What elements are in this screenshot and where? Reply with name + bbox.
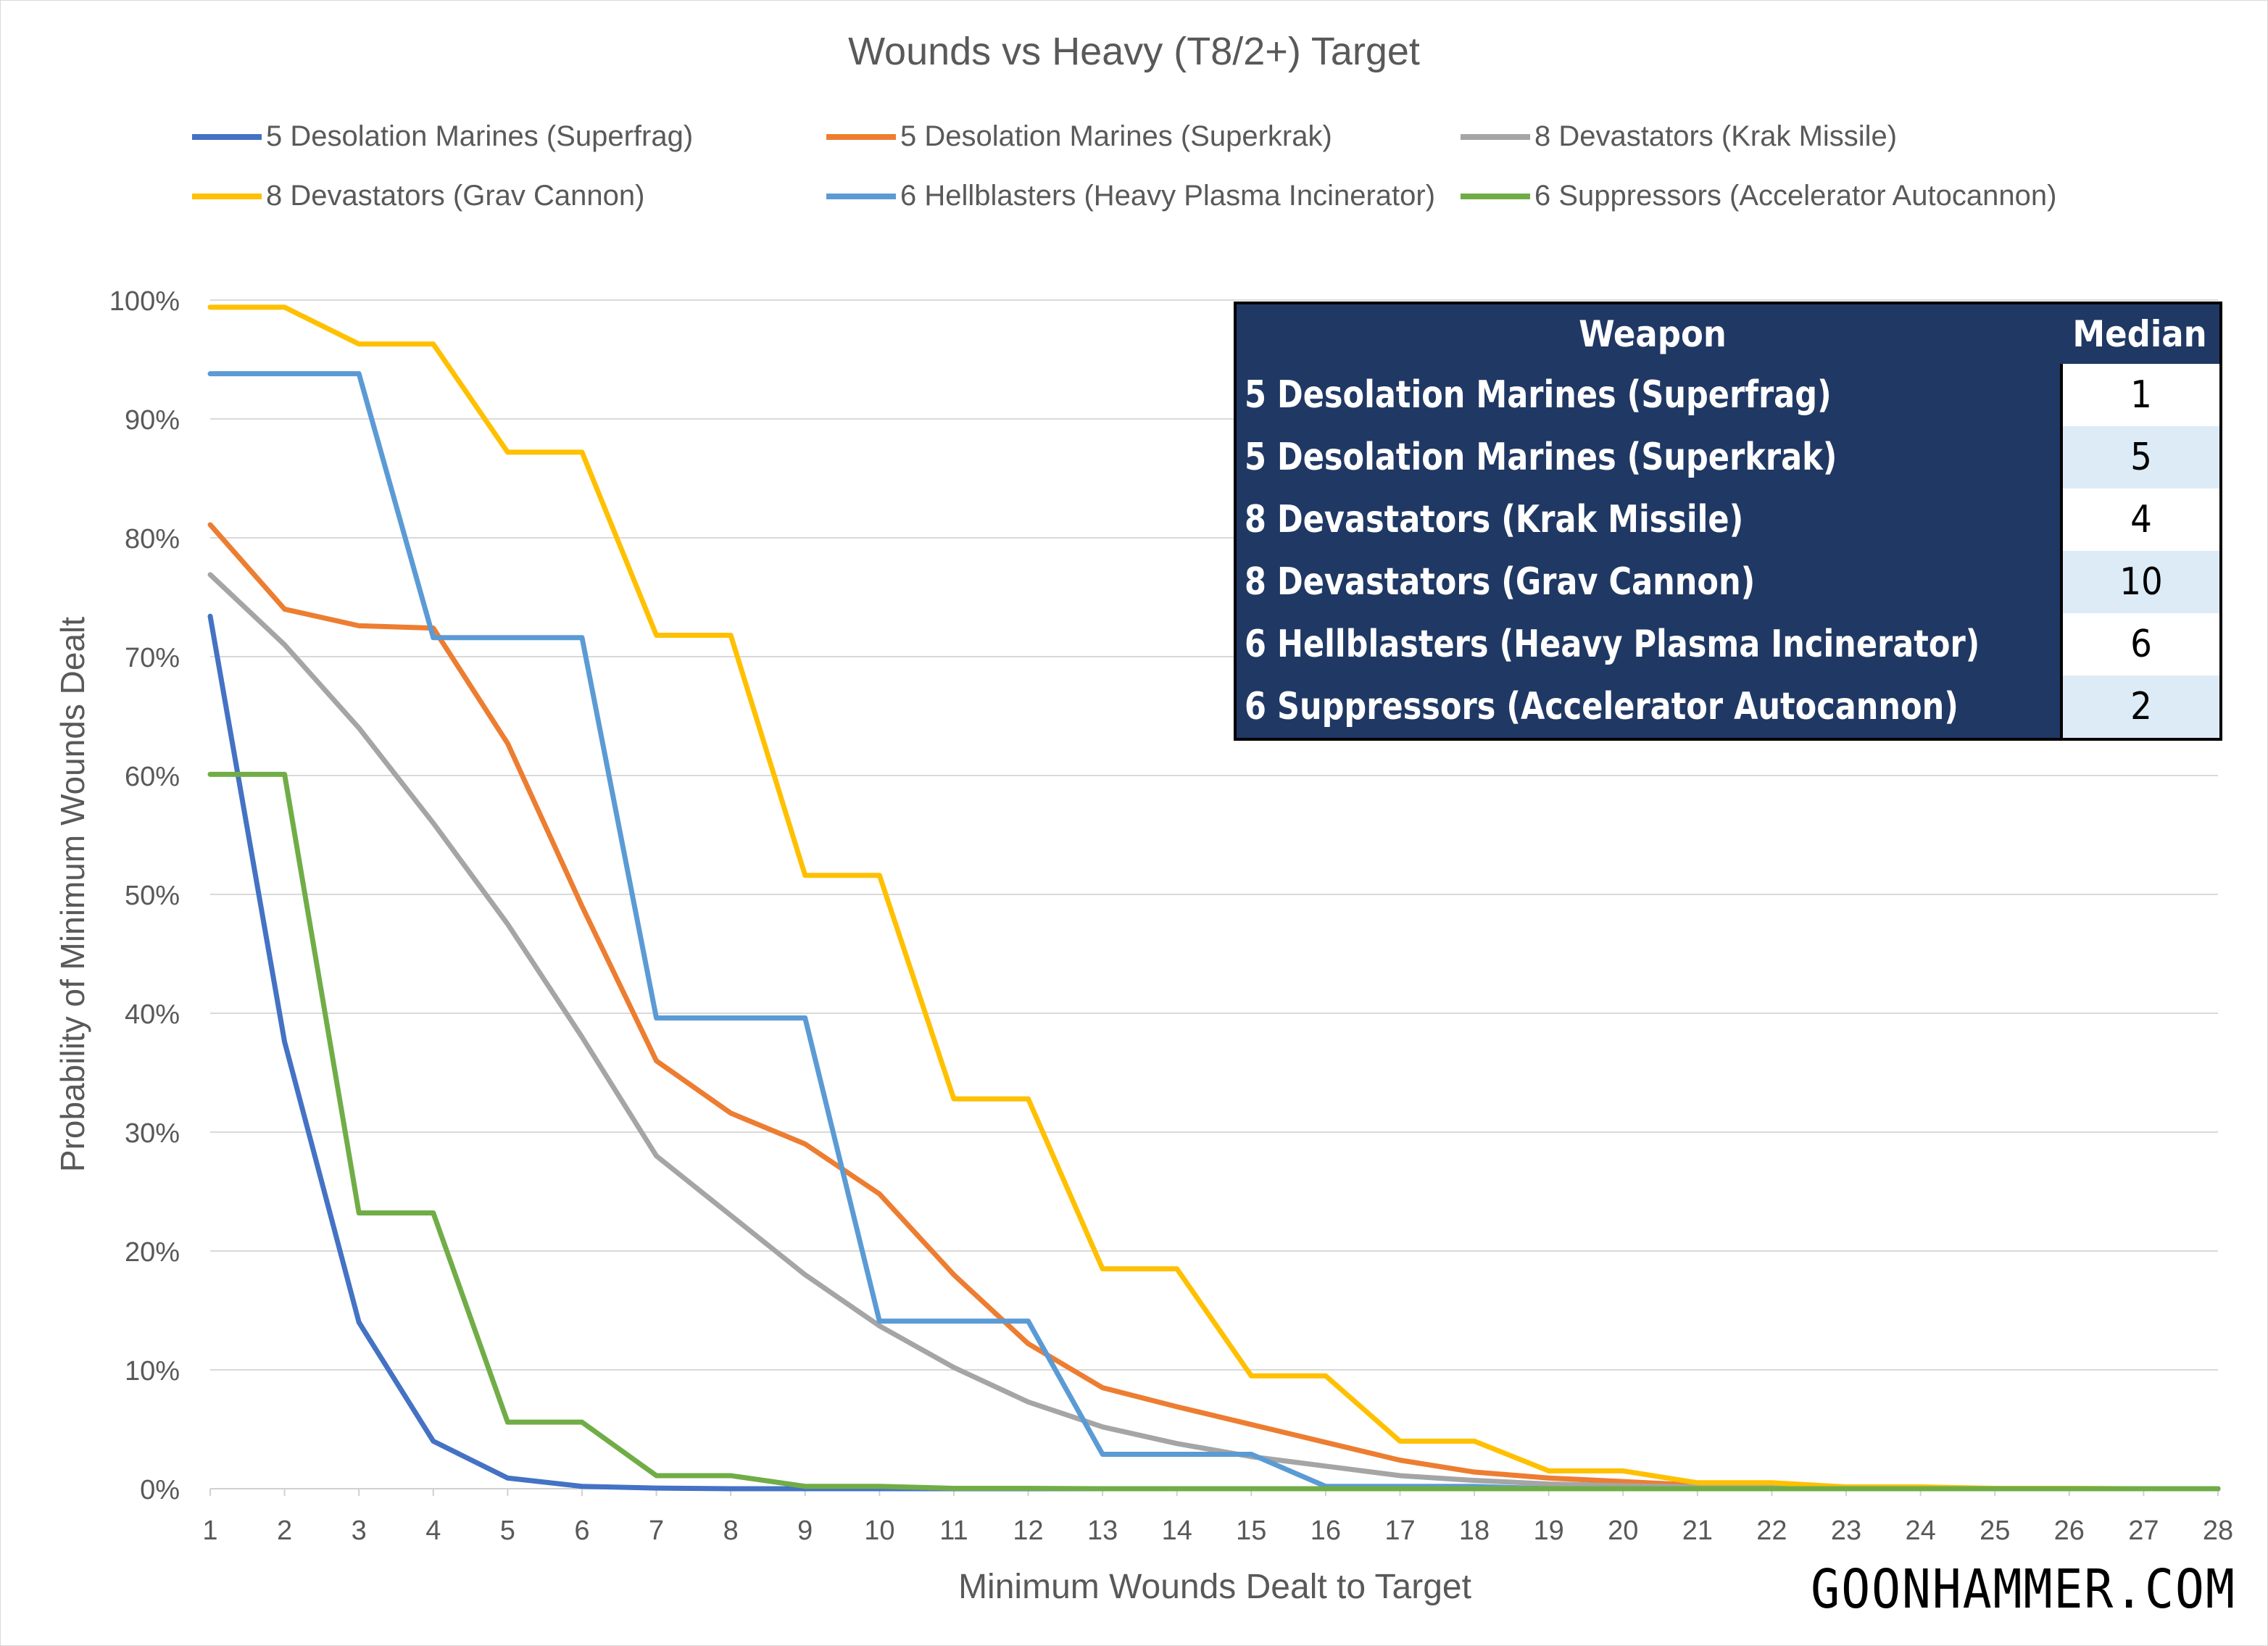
x-tick-label: 7 bbox=[649, 1516, 664, 1546]
legend-label: 5 Desolation Marines (Superfrag) bbox=[266, 120, 694, 152]
y-tick-label: 20% bbox=[125, 1237, 180, 1268]
y-tick-label: 70% bbox=[125, 643, 180, 673]
table-row: 5 Desolation Marines (Superfrag) 1 bbox=[1237, 364, 2219, 426]
x-tick-label: 1 bbox=[202, 1516, 217, 1546]
median-cell: 2 bbox=[2060, 676, 2219, 738]
median-cell: 6 bbox=[2060, 613, 2219, 676]
x-tick-label: 4 bbox=[425, 1516, 441, 1546]
x-tick-label: 14 bbox=[1162, 1516, 1192, 1546]
y-tick-label: 50% bbox=[125, 881, 180, 911]
legend-swatch bbox=[192, 193, 262, 199]
table-row: 6 Suppressors (Accelerator Autocannon) 2 bbox=[1237, 676, 2219, 738]
median-cell: 5 bbox=[2060, 426, 2219, 489]
legend-swatch bbox=[826, 193, 896, 199]
table-row: 8 Devastators (Grav Cannon) 10 bbox=[1237, 551, 2219, 613]
legend-label: 8 Devastators (Krak Missile) bbox=[1534, 120, 1898, 152]
legend-item: 6 Suppressors (Accelerator Autocannon) bbox=[1461, 180, 2056, 212]
median-table: Weapon Median 5 Desolation Marines (Supe… bbox=[1234, 302, 2222, 741]
legend-item: 5 Desolation Marines (Superfrag) bbox=[192, 120, 693, 153]
x-tick-label: 18 bbox=[1459, 1516, 1490, 1546]
median-cell: 10 bbox=[2060, 551, 2219, 613]
y-tick-label: 10% bbox=[125, 1356, 180, 1387]
chart-title: Wounds vs Heavy (T8/2+) Target bbox=[848, 30, 1420, 73]
median-header: Median bbox=[2072, 313, 2207, 355]
x-tick-label: 10 bbox=[864, 1516, 894, 1546]
x-tick-label: 8 bbox=[723, 1516, 739, 1546]
weapon-cell: 8 Devastators (Grav Cannon) bbox=[1245, 560, 1756, 604]
weapon-cell: 6 Suppressors (Accelerator Autocannon) bbox=[1245, 685, 1958, 728]
legend-item: 8 Devastators (Krak Missile) bbox=[1461, 120, 1897, 153]
x-tick-label: 3 bbox=[352, 1516, 367, 1546]
y-tick-label: 30% bbox=[125, 1118, 180, 1149]
x-tick-label: 25 bbox=[1980, 1516, 2010, 1546]
x-tick-label: 9 bbox=[797, 1516, 813, 1546]
weapon-header: Weapon bbox=[1579, 313, 1727, 355]
weapon-cell: 5 Desolation Marines (Superkrak) bbox=[1245, 436, 1837, 479]
legend-item: 8 Devastators (Grav Cannon) bbox=[192, 180, 644, 212]
legend-swatch bbox=[826, 133, 896, 140]
y-tick-label: 100% bbox=[109, 286, 180, 317]
y-tick-label: 80% bbox=[125, 524, 180, 554]
y-axis-title: Probability of Minimum Wounds Dealt bbox=[54, 616, 91, 1173]
legend-label: 8 Devastators (Grav Cannon) bbox=[266, 180, 645, 212]
legend-label: 6 Hellblasters (Heavy Plasma Incinerator… bbox=[900, 180, 1436, 212]
x-tick-label: 13 bbox=[1087, 1516, 1118, 1546]
x-tick-label: 27 bbox=[2128, 1516, 2159, 1546]
legend-label: 6 Suppressors (Accelerator Autocannon) bbox=[1534, 180, 2057, 212]
x-tick-label: 22 bbox=[1756, 1516, 1787, 1546]
y-tick-label: 40% bbox=[125, 999, 180, 1030]
x-tick-label: 11 bbox=[939, 1516, 968, 1546]
series-line-6 bbox=[207, 771, 2221, 1492]
y-tick-label: 90% bbox=[125, 405, 180, 436]
x-tick-label: 16 bbox=[1310, 1516, 1341, 1546]
x-tick-label: 26 bbox=[2054, 1516, 2085, 1546]
table-row: 6 Hellblasters (Heavy Plasma Incinerator… bbox=[1237, 613, 2219, 676]
weapon-cell: 5 Desolation Marines (Superfrag) bbox=[1245, 373, 1832, 417]
y-tick-label: 60% bbox=[125, 762, 180, 792]
weapon-cell: 6 Hellblasters (Heavy Plasma Incinerator… bbox=[1245, 623, 1980, 666]
x-tick-label: 28 bbox=[2203, 1516, 2233, 1546]
y-tick-label: 0% bbox=[140, 1475, 180, 1505]
x-tick-label: 17 bbox=[1384, 1516, 1415, 1546]
legend-swatch bbox=[1461, 133, 1530, 140]
legend-item: 6 Hellblasters (Heavy Plasma Incinerator… bbox=[826, 180, 1435, 212]
x-tick-label: 21 bbox=[1682, 1516, 1713, 1546]
x-tick-label: 19 bbox=[1534, 1516, 1564, 1546]
legend-swatch bbox=[1461, 193, 1530, 199]
median-cell: 4 bbox=[2060, 489, 2219, 551]
x-tick-label: 2 bbox=[277, 1516, 292, 1546]
median-cell: 1 bbox=[2060, 364, 2219, 426]
x-tick-label: 12 bbox=[1013, 1516, 1043, 1546]
weapon-cell: 8 Devastators (Krak Missile) bbox=[1245, 498, 1744, 541]
x-tick-label: 15 bbox=[1236, 1516, 1266, 1546]
legend-item: 5 Desolation Marines (Superkrak) bbox=[826, 120, 1332, 153]
legend-label: 5 Desolation Marines (Superkrak) bbox=[900, 120, 1332, 152]
x-tick-label: 23 bbox=[1831, 1516, 1861, 1546]
table-header-row: Weapon Median bbox=[1237, 304, 2219, 364]
x-tick-label: 6 bbox=[574, 1516, 589, 1546]
x-tick-label: 24 bbox=[1905, 1516, 1935, 1546]
x-axis-title: Minimum Wounds Dealt to Target bbox=[958, 1568, 1471, 1606]
table-row: 8 Devastators (Krak Missile) 4 bbox=[1237, 489, 2219, 551]
x-tick-label: 20 bbox=[1608, 1516, 1638, 1546]
x-tick-label: 5 bbox=[500, 1516, 515, 1546]
brand-watermark: GOONHAMMER.COM bbox=[1811, 1558, 2236, 1621]
legend-swatch bbox=[192, 133, 262, 140]
table-row: 5 Desolation Marines (Superkrak) 5 bbox=[1237, 426, 2219, 489]
